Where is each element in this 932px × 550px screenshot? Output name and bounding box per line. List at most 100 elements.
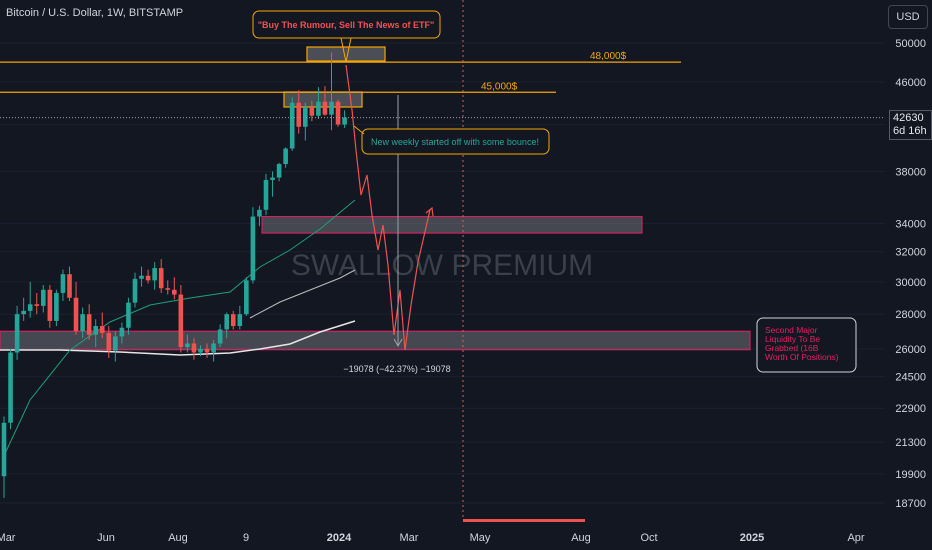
candle-body: [204, 348, 210, 353]
candle-body: [270, 177, 275, 181]
candle-body: [185, 343, 190, 348]
level-label-45000: 45,000$: [481, 81, 518, 92]
x-tick-label: 2024: [327, 532, 352, 544]
price-axis-bg: [885, 0, 932, 550]
candle-body: [60, 274, 66, 293]
candle-body: [316, 101, 321, 116]
candle-body: [165, 288, 171, 290]
liquidity-zone-upper: [261, 216, 643, 234]
x-tick-label: Mar: [400, 532, 419, 544]
y-tick-label: 26000: [895, 344, 926, 356]
y-tick-label: 28000: [895, 309, 926, 321]
candle-body: [335, 101, 341, 125]
candle-body: [99, 326, 105, 333]
candle-body: [224, 314, 229, 330]
candle-body: [191, 343, 197, 353]
y-tick-label: 38000: [895, 166, 926, 178]
y-tick-label: 46000: [895, 77, 926, 89]
liquidity-callout-box: [756, 317, 857, 373]
x-tick-label: Aug: [168, 532, 188, 544]
candle-body: [263, 180, 269, 210]
candle-body: [211, 343, 216, 353]
liquidity-callout-line: Worth Of Positions): [765, 352, 839, 362]
x-tick-label: May: [470, 532, 491, 544]
y-tick-label: 34000: [895, 218, 926, 230]
candle-body: [86, 314, 92, 335]
candle-body: [257, 209, 262, 217]
y-tick-label: 50000: [895, 38, 926, 50]
x-tick-label: 9: [243, 532, 249, 544]
ma-line-white: [0, 320, 356, 356]
candle-body: [296, 102, 302, 127]
candle-body: [158, 268, 164, 289]
etf-highlight-box: [306, 46, 386, 62]
candle-body: [322, 101, 328, 115]
bounce-callout-text: New weekly started off with some bounce!: [371, 137, 539, 147]
candle-body: [230, 314, 236, 327]
candle-body: [27, 304, 33, 311]
candle-body: [342, 117, 347, 125]
x-tick-label: Jun: [97, 532, 115, 544]
x-tick-label: Apr: [847, 532, 864, 544]
bar-countdown: 6d 16h: [893, 125, 927, 137]
candle-body: [329, 101, 334, 115]
candle-body: [119, 327, 125, 337]
candle-body: [21, 310, 26, 315]
y-tick-label: 24500: [895, 372, 926, 384]
candle-body: [14, 314, 20, 353]
candle-body: [289, 102, 295, 149]
y-tick-label: 30000: [895, 277, 926, 289]
liquidity-callout-line: Grabbed (16B: [765, 343, 819, 353]
candle-body: [303, 107, 308, 127]
ma-line-gray: [249, 269, 356, 319]
projection-path: [345, 64, 431, 351]
time-range-bar: [463, 519, 585, 522]
candle-body: [1, 422, 7, 477]
measure-label: −19078 (−42.37%) −19078: [343, 364, 450, 374]
bounce-callout-box: [361, 128, 550, 155]
candle-body: [126, 302, 131, 328]
candle-body: [244, 280, 249, 315]
x-tick-label: Aug: [571, 532, 591, 544]
etf-callout-pointer: [340, 37, 352, 63]
liquidity-callout-line: Second Major: [765, 325, 818, 335]
x-tick-label: 2025: [740, 532, 764, 544]
candle-body: [8, 352, 13, 423]
symbol-title: Bitcoin / U.S. Dollar, 1W, BITSTAMP: [6, 7, 184, 19]
last-price-label: 42630 6d 16h: [889, 110, 932, 140]
y-tick-label: 22900: [895, 403, 926, 415]
x-tick-label: Mar: [0, 532, 16, 544]
level-label-48000: 48,000$: [590, 51, 627, 62]
candle-body: [132, 278, 138, 303]
candle-body: [309, 107, 315, 116]
y-tick-label: 21300: [895, 437, 926, 449]
candle-body: [34, 304, 40, 306]
y-tick-label: 18700: [895, 498, 926, 510]
candle-body: [283, 148, 288, 165]
candle-body: [139, 275, 144, 279]
candle-body: [41, 289, 46, 306]
candle-body: [106, 332, 112, 351]
candle-body: [217, 329, 223, 344]
bounce-callout-pointer: [353, 125, 365, 135]
y-tick-label: 19900: [895, 469, 926, 481]
etf-callout-text: "Buy The Rumour, Sell The News of ETF": [258, 20, 435, 30]
measure-arrow: [393, 338, 403, 348]
candle-body: [198, 348, 203, 353]
watermark: SWALLOW PREMIUM: [291, 249, 593, 282]
candle-body: [113, 336, 118, 351]
candle-body: [93, 326, 98, 335]
y-tick-label: 32000: [895, 247, 926, 259]
liquidity-zone-lower: [0, 330, 751, 351]
candle-body: [250, 216, 256, 281]
currency-button[interactable]: USD: [888, 5, 928, 29]
candle-body: [67, 274, 72, 298]
candle-body: [80, 314, 85, 332]
candle-body: [47, 289, 53, 321]
liquidity-callout-line: Liquidity To Be: [765, 334, 820, 344]
x-tick-label: Oct: [640, 532, 657, 544]
last-price: 42630: [893, 112, 924, 124]
candle-body: [237, 314, 243, 327]
candle-body: [145, 275, 151, 281]
